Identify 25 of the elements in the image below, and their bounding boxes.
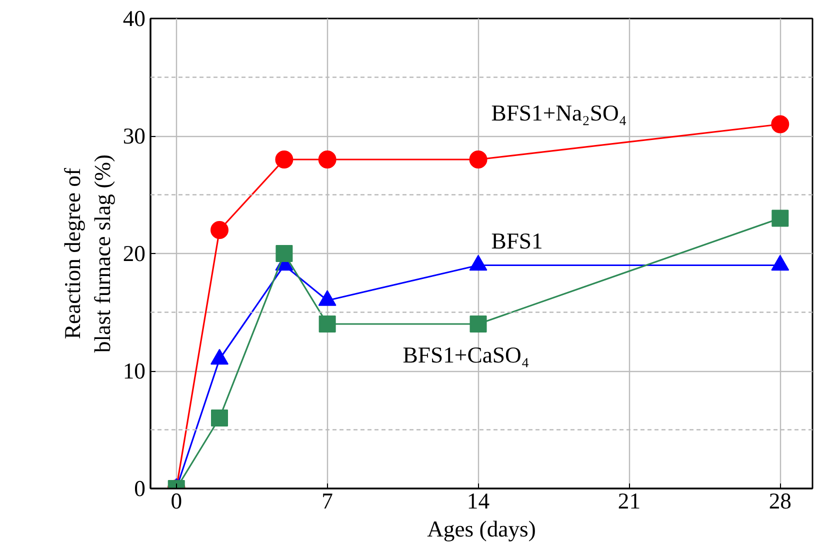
y-axis-title: Reaction degree of blast furnace slag (%) bbox=[60, 154, 115, 353]
point bbox=[771, 254, 790, 271]
y-tick-label: 40 bbox=[122, 6, 146, 31]
series-label: BFS1+CaSO₄ bbox=[402, 342, 530, 368]
point bbox=[771, 115, 790, 134]
point bbox=[318, 150, 336, 168]
point bbox=[469, 254, 488, 271]
x-tick-label: 7 bbox=[322, 488, 333, 514]
series-label: BFS1 bbox=[491, 228, 543, 254]
point bbox=[210, 348, 229, 365]
point bbox=[772, 210, 789, 227]
x-tick-label: 0 bbox=[170, 488, 182, 514]
x-tick-label: 14 bbox=[466, 488, 490, 514]
x-tick-label: 21 bbox=[618, 488, 641, 514]
y-tick-label: 10 bbox=[122, 358, 146, 384]
x-axis-title: Ages (days) bbox=[427, 516, 536, 542]
point bbox=[469, 150, 488, 168]
point bbox=[275, 150, 294, 168]
point bbox=[210, 221, 229, 239]
y-tick-label: 20 bbox=[122, 241, 146, 266]
point bbox=[318, 290, 336, 306]
series-label: BFS1+Na₂SO₄ bbox=[491, 100, 627, 126]
point bbox=[276, 245, 293, 262]
y-tick-label: 30 bbox=[122, 124, 146, 148]
x-tick-label: 28 bbox=[768, 488, 792, 514]
